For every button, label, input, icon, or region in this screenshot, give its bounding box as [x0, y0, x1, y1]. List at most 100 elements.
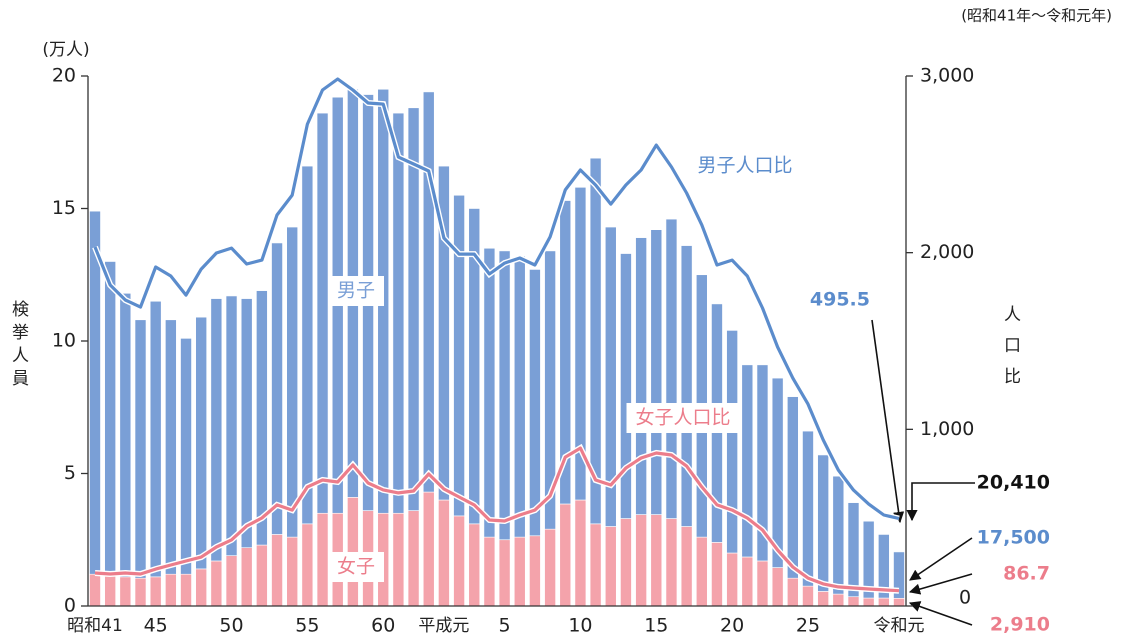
bar: [589, 523, 602, 607]
bar: [544, 250, 556, 530]
bar: [407, 107, 420, 511]
bar: [847, 502, 860, 598]
x-tick-label: 25: [796, 615, 820, 637]
bar: [559, 200, 572, 505]
y2-tick-label: 2,000: [920, 241, 974, 263]
bar: [468, 208, 481, 525]
bar: [89, 573, 101, 607]
x-tick-label: 10: [568, 615, 592, 637]
bar: [695, 536, 708, 607]
label-box: [328, 552, 384, 582]
bar: [468, 523, 481, 607]
line: [94, 446, 900, 593]
annotation: 495.5: [810, 289, 870, 311]
bar: [195, 316, 207, 570]
bar: [862, 520, 875, 599]
bar: [483, 536, 496, 607]
bar: [680, 245, 693, 527]
bar: [483, 247, 496, 538]
x-tick-label: 60: [371, 615, 395, 637]
x-tick-label: 20: [720, 615, 744, 637]
bar: [271, 534, 283, 607]
bar: [756, 560, 769, 607]
annotation: 86.7: [1003, 563, 1050, 585]
x-tick-label: 50: [219, 615, 243, 637]
bar: [210, 298, 223, 562]
bar: [271, 242, 283, 535]
bar: [392, 112, 405, 514]
bar: [771, 567, 784, 607]
y2-tick-label: 0: [959, 587, 971, 609]
bar: [513, 255, 526, 538]
bar: [635, 514, 647, 607]
bar: [832, 593, 845, 607]
bar: [347, 497, 359, 607]
bar: [650, 229, 663, 515]
annotation: 20,410: [977, 472, 1050, 494]
bar: [256, 290, 268, 546]
bar: [847, 596, 860, 607]
bar: [286, 536, 299, 607]
bar: [316, 112, 329, 514]
bar: [392, 512, 405, 607]
bar: [862, 597, 875, 607]
label-box: [626, 403, 740, 433]
x-tick-label: 平成元: [418, 616, 469, 636]
bar: [149, 300, 162, 578]
bar: [513, 536, 526, 607]
x-tick-label: 55: [295, 615, 319, 637]
annotation-arrows: [871, 319, 975, 626]
bar: [149, 576, 162, 607]
bar: [210, 560, 223, 607]
bar: [407, 510, 420, 607]
series-label: 女子人口比: [635, 407, 730, 429]
bar: [301, 165, 314, 525]
bar: [422, 491, 435, 607]
bar: [498, 539, 511, 607]
series-label: 女子: [337, 556, 375, 578]
bar: [817, 591, 829, 607]
bar: [802, 430, 814, 587]
bar: [225, 555, 238, 607]
bar: [650, 514, 663, 607]
bar: [604, 226, 617, 527]
bar: [893, 597, 905, 607]
x-tick-label: 昭和41: [67, 616, 123, 636]
bar: [180, 573, 192, 607]
bar: [544, 528, 556, 607]
bar: [529, 535, 541, 607]
bar: [180, 338, 192, 575]
bar: [741, 556, 754, 607]
bar: [301, 523, 314, 607]
bar: [787, 577, 799, 607]
bar: [195, 568, 207, 607]
bar: [756, 364, 769, 562]
bar: [893, 551, 905, 599]
bar: [787, 396, 799, 579]
bar: [878, 597, 890, 607]
x-tick-label: 15: [644, 615, 668, 637]
bar: [438, 165, 450, 501]
bar: [620, 253, 632, 519]
x-tick-label: 令和元: [874, 616, 925, 636]
bar: [711, 542, 723, 607]
bar: [741, 364, 754, 558]
bar: [453, 515, 465, 607]
lines: [92, 75, 900, 594]
bar: [620, 518, 632, 607]
chart-title: (昭和41年〜令和元年): [961, 7, 1112, 25]
bar: [240, 547, 253, 607]
line: [93, 77, 900, 521]
bar: [453, 194, 465, 517]
y2-tick-label: 3,000: [920, 65, 974, 87]
bar: [726, 330, 738, 554]
y-tick-label: 10: [52, 330, 76, 352]
bar: [574, 499, 587, 607]
bar: [225, 295, 238, 556]
bar: [104, 261, 116, 576]
bar: [604, 526, 617, 607]
bar: [104, 575, 116, 607]
y-tick-label: 5: [64, 462, 76, 484]
bar: [240, 298, 253, 549]
y-tick-label: 20: [52, 65, 76, 87]
